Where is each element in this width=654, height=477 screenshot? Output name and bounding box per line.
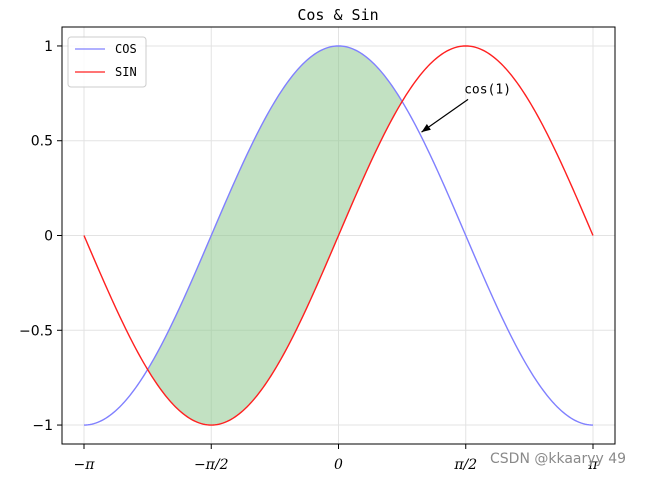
x-tick-label-0: −π bbox=[74, 457, 96, 473]
x-tick-label-1: −π/2 bbox=[194, 457, 229, 473]
x-tick-label-4: π bbox=[587, 457, 598, 473]
annotation-label: cos(1) bbox=[464, 82, 511, 97]
series-line-sin bbox=[83, 45, 594, 426]
x-tick-label-2: 0 bbox=[334, 457, 343, 473]
watermark: CSDN @kkaaryy 49 bbox=[490, 451, 626, 467]
y-tick-label-2: 0 bbox=[44, 229, 53, 245]
chart-title: Cos & Sin bbox=[297, 6, 378, 24]
y-axis-ticks: 1 0.5 0 −0.5 −1 bbox=[19, 39, 62, 434]
annotation-arrowhead bbox=[421, 124, 431, 133]
x-axis-ticks: −π −π/2 0 π/2 π bbox=[74, 444, 598, 473]
y-tick-label-0: 1 bbox=[44, 39, 53, 55]
legend-label-cos: COS bbox=[115, 42, 137, 56]
legend: COS SIN bbox=[67, 36, 147, 88]
series-lines bbox=[83, 45, 594, 426]
y-tick-label-1: 0.5 bbox=[31, 134, 53, 150]
annotation-arrow bbox=[421, 98, 469, 133]
annotation: cos(1) bbox=[421, 82, 511, 133]
y-tick-label-3: −0.5 bbox=[19, 323, 53, 339]
legend-label-sin: SIN bbox=[115, 65, 137, 79]
y-tick-label-4: −1 bbox=[32, 418, 53, 434]
x-tick-label-3: π/2 bbox=[453, 457, 477, 473]
series-line-cos bbox=[83, 45, 594, 426]
fill-between-cos-sin bbox=[147, 45, 403, 426]
